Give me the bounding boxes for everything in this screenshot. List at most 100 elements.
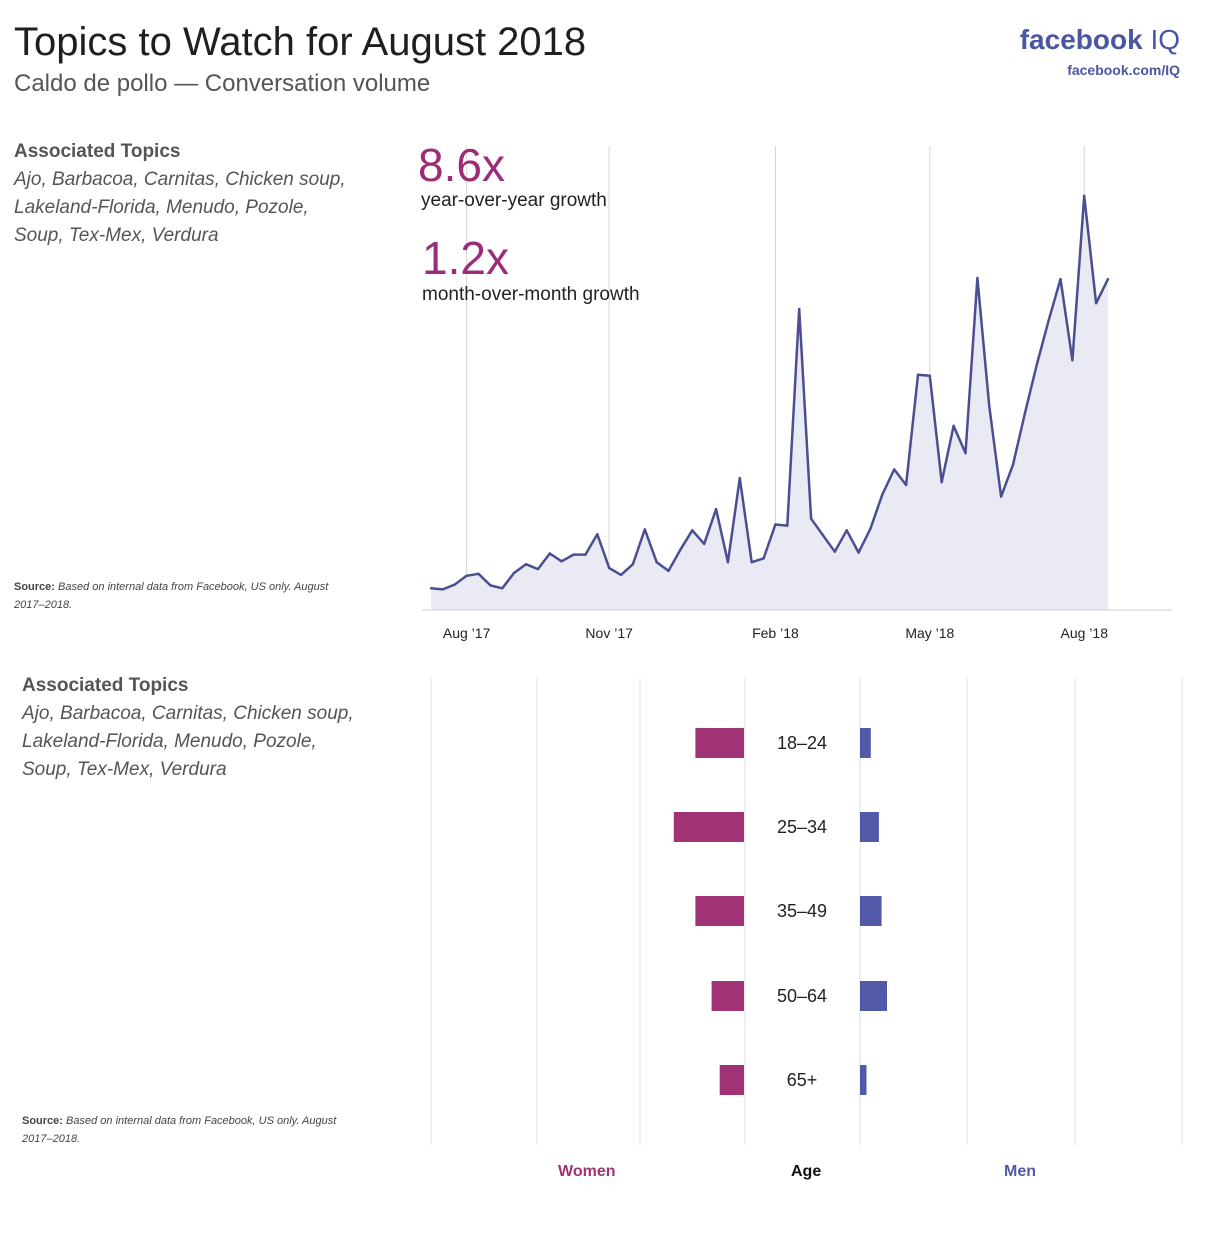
volume-point	[786, 524, 789, 527]
volume-point	[512, 571, 516, 575]
volume-point	[1059, 277, 1062, 281]
mom-growth-value: 1.2x	[422, 232, 509, 284]
volume-point	[631, 563, 635, 566]
volume-point	[893, 468, 896, 471]
volume-point	[714, 507, 718, 511]
volume-point	[608, 566, 611, 570]
women-bar	[711, 981, 744, 1011]
age-group-label: 18–24	[777, 733, 827, 753]
volume-point	[1035, 363, 1038, 367]
x-tick-label: Aug ’17	[443, 625, 491, 641]
brand-url: facebook.com/IQ	[1067, 62, 1180, 78]
men-bar	[860, 896, 882, 926]
age-label: Age	[791, 1163, 822, 1180]
volume-point	[703, 542, 706, 546]
x-tick-label: Aug ’18	[1061, 625, 1109, 641]
volume-point	[619, 573, 623, 577]
yoy-growth-value: 8.6x	[418, 139, 505, 191]
volume-point	[489, 584, 492, 587]
volume-point	[548, 552, 551, 555]
volume-point	[798, 307, 801, 311]
volume-point	[928, 374, 931, 377]
women-label: Women	[558, 1163, 616, 1180]
source-note: Source: Based on internal data from Face…	[14, 578, 334, 614]
mom-growth-label: month-over-month growth	[422, 284, 640, 305]
volume-point	[643, 528, 646, 531]
volume-point	[726, 561, 730, 564]
volume-point	[738, 476, 741, 480]
volume-point	[560, 560, 563, 563]
source-label: Source:	[14, 581, 55, 593]
volume-point	[691, 529, 694, 532]
age-group-label: 65+	[787, 1070, 818, 1090]
volume-point	[667, 569, 670, 573]
associated-topics-list-2: Ajo, Barbacoa, Carnitas, Chicken soup, L…	[22, 703, 354, 780]
volume-point	[881, 493, 884, 496]
volume-point	[750, 561, 753, 564]
volume-point	[655, 561, 658, 564]
volume-point	[477, 572, 480, 575]
volume-point	[679, 548, 682, 551]
volume-point	[572, 553, 575, 556]
men-bar	[860, 1065, 867, 1095]
men-bar	[860, 728, 871, 758]
volume-point	[845, 529, 848, 532]
volume-point	[857, 551, 860, 554]
associated-topics-heading: Associated Topics	[14, 141, 181, 162]
volume-point	[524, 563, 528, 566]
women-bar	[695, 896, 744, 926]
source-label-2: Source:	[22, 1115, 63, 1127]
volume-point	[1106, 277, 1110, 281]
age-group-label: 35–49	[777, 901, 827, 921]
women-bar	[695, 728, 744, 758]
brand-suffix: IQ	[1150, 24, 1180, 55]
volume-point	[536, 567, 540, 571]
men-bar	[860, 981, 887, 1011]
volume-area	[431, 195, 1108, 610]
associated-topics-list: Ajo, Barbacoa, Carnitas, Chicken soup, L…	[14, 169, 346, 246]
volume-point	[453, 583, 456, 586]
volume-point	[999, 495, 1003, 498]
associated-topics-heading-2: Associated Topics	[22, 675, 189, 696]
x-tick-label: May ’18	[905, 625, 954, 641]
x-tick-label: Nov ’17	[585, 625, 633, 641]
volume-point	[1071, 359, 1074, 362]
volume-point	[501, 587, 504, 590]
volume-point	[1023, 412, 1027, 415]
volume-point	[964, 451, 967, 455]
women-bar	[673, 812, 744, 842]
volume-point	[988, 404, 991, 407]
volume-point	[821, 534, 825, 537]
volume-point	[596, 533, 599, 536]
volume-point	[762, 557, 765, 560]
volume-point	[904, 483, 908, 487]
volume-point	[1094, 302, 1098, 305]
source-text: Based on internal data from Facebook, US…	[14, 581, 329, 611]
brand-main: facebook	[1019, 24, 1143, 55]
source-text-2: Based on internal data from Facebook, US…	[22, 1115, 337, 1145]
volume-point	[584, 553, 587, 556]
men-label: Men	[1004, 1163, 1036, 1180]
volume-point	[869, 527, 872, 530]
x-tick-label: Feb ’18	[752, 625, 799, 641]
page-title: Topics to Watch for August 2018	[14, 20, 587, 64]
women-bar	[719, 1065, 744, 1095]
men-bar	[860, 812, 879, 842]
volume-point	[774, 523, 777, 526]
age-group-label: 50–64	[777, 986, 827, 1006]
volume-point	[916, 373, 920, 376]
volume-point	[952, 424, 955, 428]
volume-line	[430, 194, 1110, 591]
volume-point	[976, 276, 979, 280]
volume-point	[809, 517, 813, 520]
page-subtitle: Caldo de pollo — Conversation volume	[14, 70, 431, 97]
facebook-iq-logo: facebook IQ	[1020, 24, 1180, 56]
volume-point	[1047, 319, 1050, 322]
yoy-growth-label: year-over-year growth	[421, 190, 607, 211]
source-note-2: Source: Based on internal data from Face…	[22, 1112, 342, 1148]
volume-point	[429, 587, 433, 590]
volume-point	[465, 574, 468, 577]
volume-point	[1083, 194, 1086, 198]
